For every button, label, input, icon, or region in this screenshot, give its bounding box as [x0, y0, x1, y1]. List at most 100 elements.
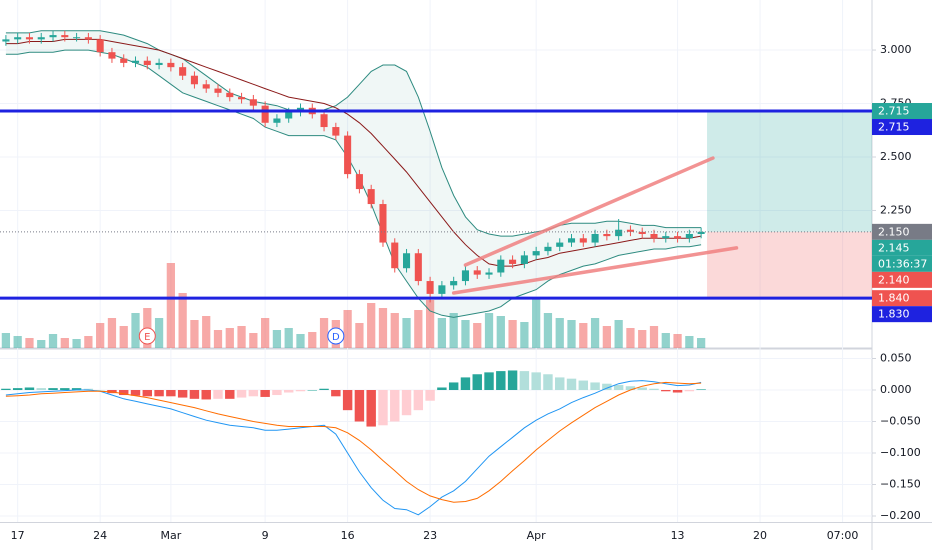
candle-body	[61, 35, 69, 38]
price-label: 1.840	[878, 292, 910, 305]
histogram-bar	[696, 389, 706, 391]
histogram-bar	[119, 390, 129, 396]
y-tick-label: 2.500	[880, 150, 912, 163]
x-tick-label: 20	[753, 529, 767, 542]
candle-body	[238, 97, 246, 100]
candle-body	[391, 242, 399, 269]
x-tick-label: 24	[93, 529, 107, 542]
volume-bar	[84, 336, 93, 348]
candle-body	[320, 114, 328, 128]
volume-bar	[154, 318, 164, 348]
histogram-bar	[354, 390, 365, 422]
x-tick-label: 13	[671, 529, 685, 542]
candle-body	[25, 37, 33, 40]
volume-bar	[96, 323, 105, 348]
volume-bar	[437, 318, 447, 348]
volume-bar	[319, 318, 329, 348]
candle-body	[438, 285, 446, 294]
price-label: 2.140	[878, 273, 910, 286]
volume-bar	[661, 333, 670, 348]
volume-bar	[296, 334, 305, 348]
histogram-bar	[83, 388, 94, 391]
histogram-bar	[225, 390, 235, 399]
band-upper	[5, 30, 702, 237]
candle-body	[108, 52, 116, 59]
x-tick-label: 07:00	[827, 529, 859, 542]
y-tick-label: −0.200	[880, 509, 921, 522]
price-label: 01:36:37	[878, 257, 927, 270]
candle-body	[84, 37, 92, 40]
x-tick-label: Mar	[160, 529, 181, 542]
candle-body	[473, 270, 481, 275]
histogram-bar	[24, 387, 35, 391]
candle-body	[579, 238, 587, 243]
price-label-box	[872, 239, 932, 256]
x-tick-label: 23	[423, 529, 437, 542]
candle-body	[626, 229, 634, 232]
price-label: 2.150	[878, 225, 910, 238]
event-marker	[327, 327, 345, 345]
candle-body	[14, 37, 22, 40]
histogram-bar	[625, 386, 636, 391]
histogram-bar	[413, 390, 424, 411]
fill-layer	[5, 30, 702, 318]
price-label: 2.715	[878, 121, 910, 134]
lines-layer	[5, 30, 702, 516]
candle-body	[650, 233, 658, 239]
volume-bar	[272, 330, 282, 348]
histogram-bar	[437, 387, 447, 391]
candle-body	[202, 84, 210, 89]
histogram-bar	[661, 390, 671, 392]
volume-bar	[414, 310, 423, 348]
macd-line	[5, 380, 702, 516]
candle-body	[414, 253, 422, 282]
price-label-box	[872, 103, 932, 120]
histogram-bar	[319, 388, 329, 391]
band-basis	[5, 38, 702, 267]
histogram-bar	[602, 383, 612, 391]
volume-bar	[461, 320, 470, 348]
volume-bar	[378, 308, 388, 348]
price-label-box	[872, 255, 932, 272]
histogram-bar	[1, 388, 11, 391]
volume-bar	[579, 323, 588, 348]
histogram-bar	[484, 372, 494, 391]
candle-body	[167, 62, 175, 68]
grid-layer	[0, 0, 872, 522]
candle-body	[591, 233, 599, 243]
candle-body	[143, 60, 151, 66]
candle-body	[273, 118, 281, 123]
candle-body	[355, 174, 363, 190]
volume-bar	[237, 326, 246, 348]
trend-line	[451, 246, 739, 295]
histogram-bar	[236, 390, 247, 398]
candle-body	[520, 255, 528, 264]
candle-body	[532, 251, 540, 256]
volume-bar	[425, 300, 435, 348]
volume-bar	[60, 338, 69, 348]
volume-bar	[638, 330, 647, 348]
volume-bar	[190, 320, 199, 348]
histogram-bar	[672, 390, 683, 393]
candles-layer	[2, 30, 705, 303]
volume-bar	[72, 339, 81, 348]
candle-body	[2, 39, 10, 42]
price-label-box	[872, 223, 932, 240]
histogram-bar	[684, 390, 695, 392]
volume-bar	[25, 338, 34, 348]
histogram-bar	[95, 390, 105, 391]
volume-bar	[649, 326, 659, 348]
histogram-bar	[448, 382, 459, 391]
candle-body	[73, 37, 81, 39]
pos-layer	[707, 111, 872, 299]
volume-bar	[284, 328, 293, 348]
y-tick-label: 0.000	[880, 383, 912, 396]
y-tick-label: 0.050	[880, 352, 912, 365]
histogram-bar	[578, 380, 589, 391]
candle-body	[120, 58, 128, 63]
trend-line	[463, 156, 715, 267]
histogram-bar	[60, 388, 70, 391]
event-label: D	[332, 332, 340, 343]
candle-body	[403, 253, 411, 269]
histogram-bar	[496, 371, 506, 391]
